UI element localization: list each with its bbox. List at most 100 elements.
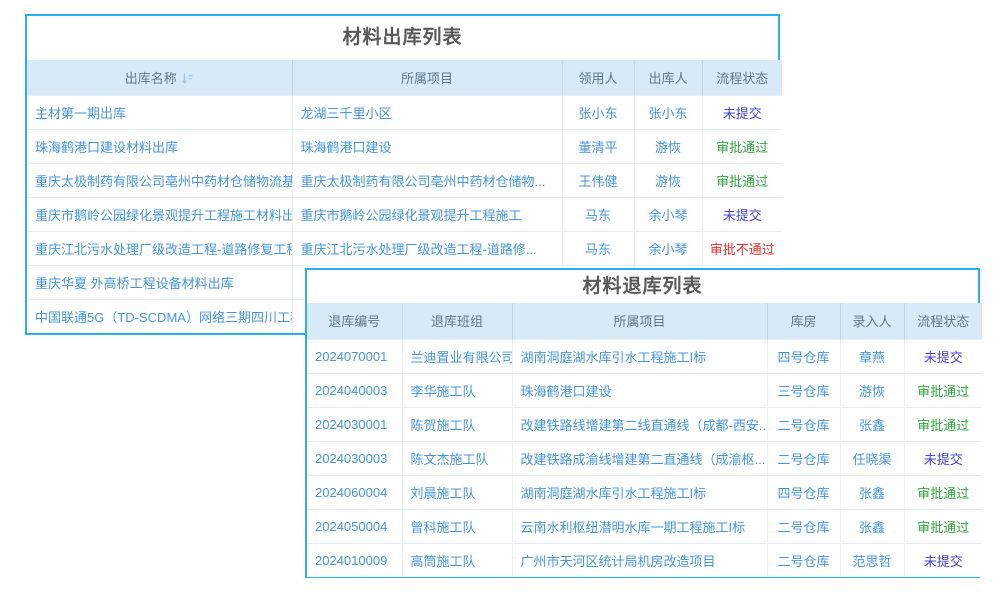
- cell-text: 张鑫: [858, 519, 885, 535]
- column-header: 出库人: [633, 60, 702, 95]
- status-badge: 未提交: [923, 553, 963, 569]
- cell-text: 董清平: [578, 139, 618, 155]
- table-cell: 2024060004: [307, 474, 402, 509]
- table-row[interactable]: 2024070001 兰迪置业有限公司 湖南洞庭湖水库引水工程施工I标 四号仓库 章燕 未…: [307, 338, 982, 373]
- table-cell: 四号仓库: [766, 474, 840, 509]
- table-row[interactable]: 2024040003 李华施工队 珠海鹤港口建设 三号仓库 游恢 审批通过: [307, 372, 982, 407]
- table-cell: 刘晨施工队: [401, 474, 512, 509]
- status-cell: 未提交: [701, 94, 782, 129]
- cell-text: 游恢: [654, 173, 681, 189]
- table-cell: 高筒施工队: [401, 542, 512, 577]
- column-header-label: 所属项目: [613, 314, 666, 330]
- table-row[interactable]: 重庆市鹅岭公园绿化景观提升工程施工材料出库 重庆市鹅岭公园绿化景观提升工程施工 马东…: [27, 196, 782, 231]
- column-header: 所属项目: [291, 60, 562, 95]
- table-cell: 余小琴: [633, 196, 702, 231]
- table-row[interactable]: 2024030003 陈文杰施工队 改建铁路成渝线增建第二直通线（成渝枢... 二号仓…: [307, 440, 982, 475]
- table-row[interactable]: 2024010009 高筒施工队 广州市天河区统计局机房改造项目 二号仓库 范思哲 未提交: [307, 542, 982, 577]
- column-header[interactable]: 出库名称: [27, 60, 292, 95]
- table-cell: 珠海鹤港口建设: [291, 128, 562, 163]
- status-badge: 未提交: [923, 451, 963, 467]
- table-cell: 重庆太极制药有限公司亳州中药材仓储物...: [291, 162, 562, 197]
- cell-text: 重庆江北污水处理厂级改造工程-道路修...: [300, 241, 537, 257]
- cell-text: 改建铁路线增建第二线直通线（成都-西安...: [520, 417, 768, 433]
- table-row[interactable]: 珠海鹤港口建设材料出库 珠海鹤港口建设 董清平 游恢 审批通过: [27, 128, 782, 163]
- column-header-label: 流程状态: [917, 314, 970, 330]
- status-badge: 未提交: [722, 207, 762, 223]
- cell-text: 2024040003: [315, 382, 388, 398]
- status-cell: 审批通过: [903, 508, 982, 543]
- table-cell: 珠海鹤港口建设材料出库: [27, 128, 292, 163]
- table-cell: 中国联通5G（TD-SCDMA）网络三期四川工程...: [27, 298, 292, 333]
- table-cell: 四号仓库: [766, 338, 840, 373]
- table-cell: 湖南洞庭湖水库引水工程施工I标: [511, 474, 767, 509]
- table-row[interactable]: 2024030001 陈贺施工队 改建铁路线增建第二线直通线（成都-西安... 二号仓…: [307, 406, 982, 441]
- cell-text: 张小东: [648, 105, 688, 121]
- column-header-label: 退库班组: [430, 314, 483, 330]
- cell-text: 张鑫: [858, 417, 885, 433]
- column-header: 流程状态: [903, 303, 982, 339]
- column-header: 领用人: [561, 60, 634, 95]
- table-cell: 云南水利枢纽潜明水库一期工程施工I标: [511, 508, 767, 543]
- cell-text: 主材第一期出库: [35, 105, 127, 121]
- status-badge: 未提交: [923, 349, 963, 365]
- table-cell: 张小东: [633, 94, 702, 129]
- column-header: 退库班组: [401, 303, 512, 339]
- table-cell: 陈贺施工队: [401, 406, 512, 441]
- table-cell: 珠海鹤港口建设: [511, 372, 767, 407]
- table-cell: 改建铁路成渝线增建第二直通线（成渝枢...: [511, 440, 767, 475]
- status-badge: 审批通过: [917, 417, 970, 433]
- table-cell: 2024070001: [307, 338, 402, 373]
- table-row[interactable]: 重庆太极制药有限公司亳州中药材仓储物流基... 重庆太极制药有限公司亳州中药材仓储…: [27, 162, 782, 197]
- table-cell: 2024040003: [307, 372, 402, 407]
- outbound-list-title: 材料出库列表: [342, 27, 463, 48]
- sort-icon[interactable]: [177, 71, 194, 86]
- cell-text: 二号仓库: [777, 553, 830, 569]
- table-cell: 龙湖三千里小区: [291, 94, 562, 129]
- status-badge: 审批通过: [716, 173, 769, 189]
- table-cell: 主材第一期出库: [27, 94, 292, 129]
- cell-text: 2024030003: [315, 450, 388, 466]
- cell-text: 四号仓库: [777, 349, 830, 365]
- cell-text: 马东: [584, 241, 611, 257]
- status-badge: 审批通过: [716, 139, 769, 155]
- status-cell: 审批通过: [903, 406, 982, 441]
- cell-text: 珠海鹤港口建设: [300, 139, 392, 155]
- cell-text: 李华施工队: [410, 383, 476, 399]
- table-row[interactable]: 2024060004 刘晨施工队 湖南洞庭湖水库引水工程施工I标 四号仓库 张鑫 审批通过: [307, 474, 982, 509]
- table-cell: 二号仓库: [766, 508, 840, 543]
- table-cell: 游恢: [633, 128, 702, 163]
- cell-text: 张鑫: [858, 485, 885, 501]
- cell-text: 重庆市鹅岭公园绿化景观提升工程施工: [300, 207, 522, 223]
- table-cell: 余小琴: [633, 230, 702, 265]
- column-header: 所属项目: [511, 303, 767, 339]
- column-header: 退库编号: [307, 303, 402, 339]
- column-header: 库房: [766, 303, 840, 339]
- cell-text: 湖南洞庭湖水库引水工程施工I标: [520, 485, 707, 501]
- status-cell: 审批通过: [701, 162, 782, 197]
- cell-text: 广州市天河区统计局机房改造项目: [520, 553, 716, 569]
- status-cell: 审批通过: [903, 474, 982, 509]
- table-cell: 曾科施工队: [401, 508, 512, 543]
- cell-text: 重庆市鹅岭公园绿化景观提升工程施工材料出库: [35, 207, 292, 223]
- cell-text: 余小琴: [648, 241, 688, 257]
- table-cell: 张小东: [561, 94, 634, 129]
- cell-text: 曾科施工队: [410, 519, 476, 535]
- table-cell: 2024010009: [307, 542, 402, 577]
- cell-text: 2024030001: [315, 416, 388, 432]
- header-row: 退库编号 退库班组 所属项目 库房 录入人 流程状态: [307, 303, 982, 339]
- column-header: 流程状态: [701, 60, 782, 95]
- table-row[interactable]: 2024050004 曾科施工队 云南水利枢纽潜明水库一期工程施工I标 二号仓库 张鑫 审…: [307, 508, 982, 543]
- table-cell: 重庆市鹅岭公园绿化景观提升工程施工: [291, 196, 562, 231]
- table-row[interactable]: 主材第一期出库 龙湖三千里小区 张小东 张小东 未提交: [27, 94, 782, 129]
- cell-text: 王伟健: [578, 173, 618, 189]
- cell-text: 刘晨施工队: [410, 485, 476, 501]
- table-row[interactable]: 重庆江北污水处理厂级改造工程-道路修复工程... 重庆江北污水处理厂级改造工程-道…: [27, 230, 782, 265]
- cell-text: 游恢: [858, 383, 885, 399]
- table-cell: 广州市天河区统计局机房改造项目: [511, 542, 767, 577]
- table-cell: 张鑫: [839, 474, 904, 509]
- table-cell: 游恢: [839, 372, 904, 407]
- status-cell: 审批不通过: [701, 230, 782, 265]
- table-cell: 张鑫: [839, 406, 904, 441]
- column-header-label: 出库人: [648, 70, 688, 86]
- return-list-panel: 材料退库列表 退库编号 退库班组 所属项目 库房 录入人 流程状态 2024070001 兰迪…: [305, 268, 982, 578]
